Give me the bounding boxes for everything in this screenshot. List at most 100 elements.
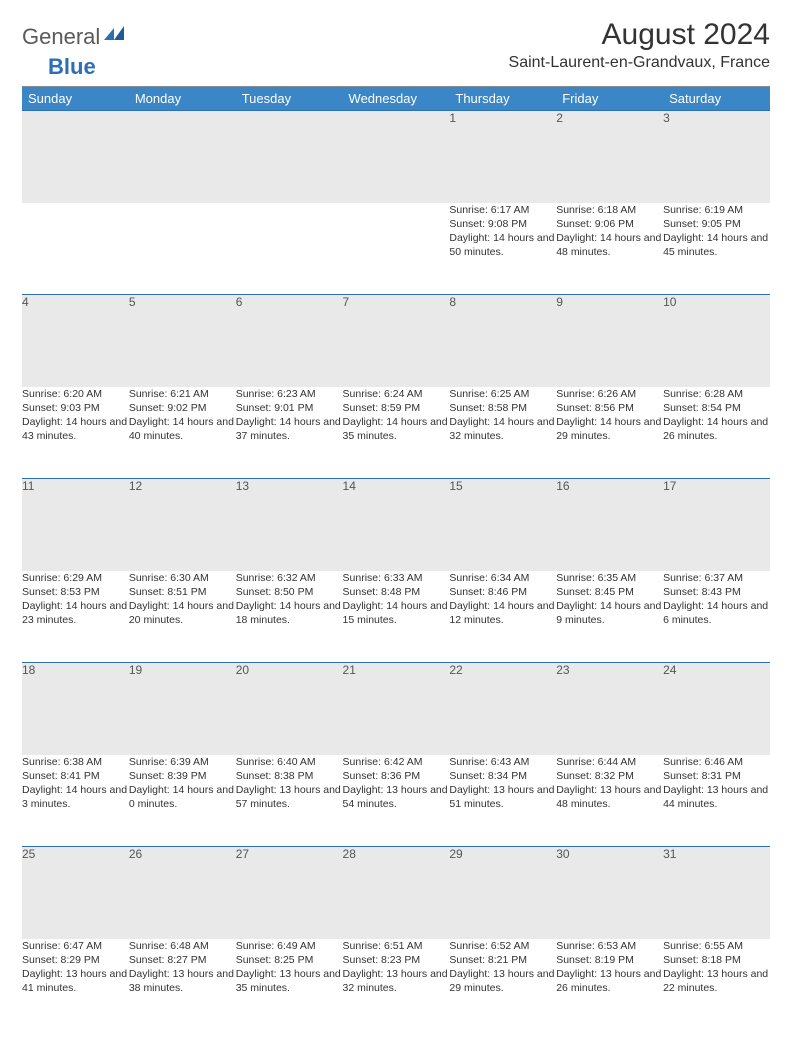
sunrise-line: Sunrise: 6:28 AM (663, 387, 770, 401)
sunrise-line: Sunrise: 6:30 AM (129, 571, 236, 585)
weekday-header: Tuesday (236, 87, 343, 111)
day-number-cell: 29 (449, 847, 556, 939)
daylight-line: Daylight: 14 hours and 29 minutes. (556, 415, 663, 443)
day-number-cell: 20 (236, 663, 343, 755)
day-content-row: Sunrise: 6:17 AMSunset: 9:08 PMDaylight:… (22, 203, 770, 295)
daylight-line: Daylight: 14 hours and 45 minutes. (663, 231, 770, 259)
day-number-cell: 14 (343, 479, 450, 571)
day-content-cell: Sunrise: 6:20 AMSunset: 9:03 PMDaylight:… (22, 387, 129, 479)
day-content-cell: Sunrise: 6:46 AMSunset: 8:31 PMDaylight:… (663, 755, 770, 847)
sunset-line: Sunset: 9:02 PM (129, 401, 236, 415)
day-number-cell (236, 111, 343, 203)
daylight-line: Daylight: 14 hours and 40 minutes. (129, 415, 236, 443)
day-number-cell: 28 (343, 847, 450, 939)
day-content-cell: Sunrise: 6:37 AMSunset: 8:43 PMDaylight:… (663, 571, 770, 663)
sunrise-line: Sunrise: 6:35 AM (556, 571, 663, 585)
day-content-cell: Sunrise: 6:38 AMSunset: 8:41 PMDaylight:… (22, 755, 129, 847)
day-number-cell: 6 (236, 295, 343, 387)
day-number-row: 45678910 (22, 295, 770, 387)
calendar-head: SundayMondayTuesdayWednesdayThursdayFrid… (22, 87, 770, 111)
day-content-row: Sunrise: 6:38 AMSunset: 8:41 PMDaylight:… (22, 755, 770, 847)
day-number-cell: 7 (343, 295, 450, 387)
day-number-cell (22, 111, 129, 203)
sunrise-line: Sunrise: 6:29 AM (22, 571, 129, 585)
day-number-cell: 24 (663, 663, 770, 755)
day-number-cell: 13 (236, 479, 343, 571)
daylight-line: Daylight: 14 hours and 6 minutes. (663, 599, 770, 627)
sunrise-line: Sunrise: 6:44 AM (556, 755, 663, 769)
day-content-cell: Sunrise: 6:30 AMSunset: 8:51 PMDaylight:… (129, 571, 236, 663)
daylight-line: Daylight: 13 hours and 38 minutes. (129, 967, 236, 995)
sunrise-line: Sunrise: 6:21 AM (129, 387, 236, 401)
daylight-line: Daylight: 13 hours and 51 minutes. (449, 783, 556, 811)
sunset-line: Sunset: 8:27 PM (129, 953, 236, 967)
calendar-table: SundayMondayTuesdayWednesdayThursdayFrid… (22, 87, 770, 1031)
daylight-line: Daylight: 13 hours and 54 minutes. (343, 783, 450, 811)
daylight-line: Daylight: 14 hours and 32 minutes. (449, 415, 556, 443)
day-number-cell: 25 (22, 847, 129, 939)
day-content-cell: Sunrise: 6:35 AMSunset: 8:45 PMDaylight:… (556, 571, 663, 663)
weekday-header: Wednesday (343, 87, 450, 111)
title-block: August 2024 Saint-Laurent-en-Grandvaux, … (509, 18, 770, 72)
sunset-line: Sunset: 8:23 PM (343, 953, 450, 967)
calendar-body: 123Sunrise: 6:17 AMSunset: 9:08 PMDaylig… (22, 111, 770, 1031)
day-number-row: 18192021222324 (22, 663, 770, 755)
sunset-line: Sunset: 8:43 PM (663, 585, 770, 599)
daylight-line: Daylight: 14 hours and 50 minutes. (449, 231, 556, 259)
daylight-line: Daylight: 13 hours and 48 minutes. (556, 783, 663, 811)
day-number-row: 123 (22, 111, 770, 203)
day-content-cell: Sunrise: 6:25 AMSunset: 8:58 PMDaylight:… (449, 387, 556, 479)
day-content-cell (343, 203, 450, 295)
day-number-cell: 23 (556, 663, 663, 755)
daylight-line: Daylight: 14 hours and 23 minutes. (22, 599, 129, 627)
sunset-line: Sunset: 8:45 PM (556, 585, 663, 599)
sunset-line: Sunset: 8:29 PM (22, 953, 129, 967)
sunrise-line: Sunrise: 6:38 AM (22, 755, 129, 769)
brand-flag-icon (104, 26, 124, 40)
day-content-cell: Sunrise: 6:49 AMSunset: 8:25 PMDaylight:… (236, 939, 343, 1031)
day-content-cell: Sunrise: 6:24 AMSunset: 8:59 PMDaylight:… (343, 387, 450, 479)
day-number-cell: 9 (556, 295, 663, 387)
sunrise-line: Sunrise: 6:26 AM (556, 387, 663, 401)
day-content-row: Sunrise: 6:20 AMSunset: 9:03 PMDaylight:… (22, 387, 770, 479)
sunset-line: Sunset: 8:51 PM (129, 585, 236, 599)
sunset-line: Sunset: 9:03 PM (22, 401, 129, 415)
daylight-line: Daylight: 14 hours and 18 minutes. (236, 599, 343, 627)
sunrise-line: Sunrise: 6:53 AM (556, 939, 663, 953)
brand-part2: Blue (48, 54, 96, 80)
sunrise-line: Sunrise: 6:51 AM (343, 939, 450, 953)
sunrise-line: Sunrise: 6:25 AM (449, 387, 556, 401)
month-title: August 2024 (509, 18, 770, 52)
day-number-cell: 18 (22, 663, 129, 755)
sunset-line: Sunset: 8:54 PM (663, 401, 770, 415)
day-content-cell (236, 203, 343, 295)
weekday-header: Saturday (663, 87, 770, 111)
day-content-cell: Sunrise: 6:44 AMSunset: 8:32 PMDaylight:… (556, 755, 663, 847)
day-content-cell: Sunrise: 6:33 AMSunset: 8:48 PMDaylight:… (343, 571, 450, 663)
sunrise-line: Sunrise: 6:46 AM (663, 755, 770, 769)
sunset-line: Sunset: 8:56 PM (556, 401, 663, 415)
sunrise-line: Sunrise: 6:48 AM (129, 939, 236, 953)
day-content-cell: Sunrise: 6:28 AMSunset: 8:54 PMDaylight:… (663, 387, 770, 479)
day-content-cell: Sunrise: 6:23 AMSunset: 9:01 PMDaylight:… (236, 387, 343, 479)
sunrise-line: Sunrise: 6:33 AM (343, 571, 450, 585)
brand-part1: General (22, 24, 100, 50)
day-content-cell (129, 203, 236, 295)
day-number-cell (129, 111, 236, 203)
day-content-cell: Sunrise: 6:42 AMSunset: 8:36 PMDaylight:… (343, 755, 450, 847)
sunset-line: Sunset: 8:58 PM (449, 401, 556, 415)
sunset-line: Sunset: 8:39 PM (129, 769, 236, 783)
sunset-line: Sunset: 8:19 PM (556, 953, 663, 967)
sunset-line: Sunset: 8:18 PM (663, 953, 770, 967)
day-content-row: Sunrise: 6:29 AMSunset: 8:53 PMDaylight:… (22, 571, 770, 663)
sunset-line: Sunset: 8:25 PM (236, 953, 343, 967)
day-number-cell: 10 (663, 295, 770, 387)
daylight-line: Daylight: 14 hours and 26 minutes. (663, 415, 770, 443)
day-number-cell: 27 (236, 847, 343, 939)
sunset-line: Sunset: 8:38 PM (236, 769, 343, 783)
sunset-line: Sunset: 8:32 PM (556, 769, 663, 783)
day-number-cell: 21 (343, 663, 450, 755)
daylight-line: Daylight: 14 hours and 35 minutes. (343, 415, 450, 443)
sunset-line: Sunset: 8:31 PM (663, 769, 770, 783)
day-number-cell: 4 (22, 295, 129, 387)
